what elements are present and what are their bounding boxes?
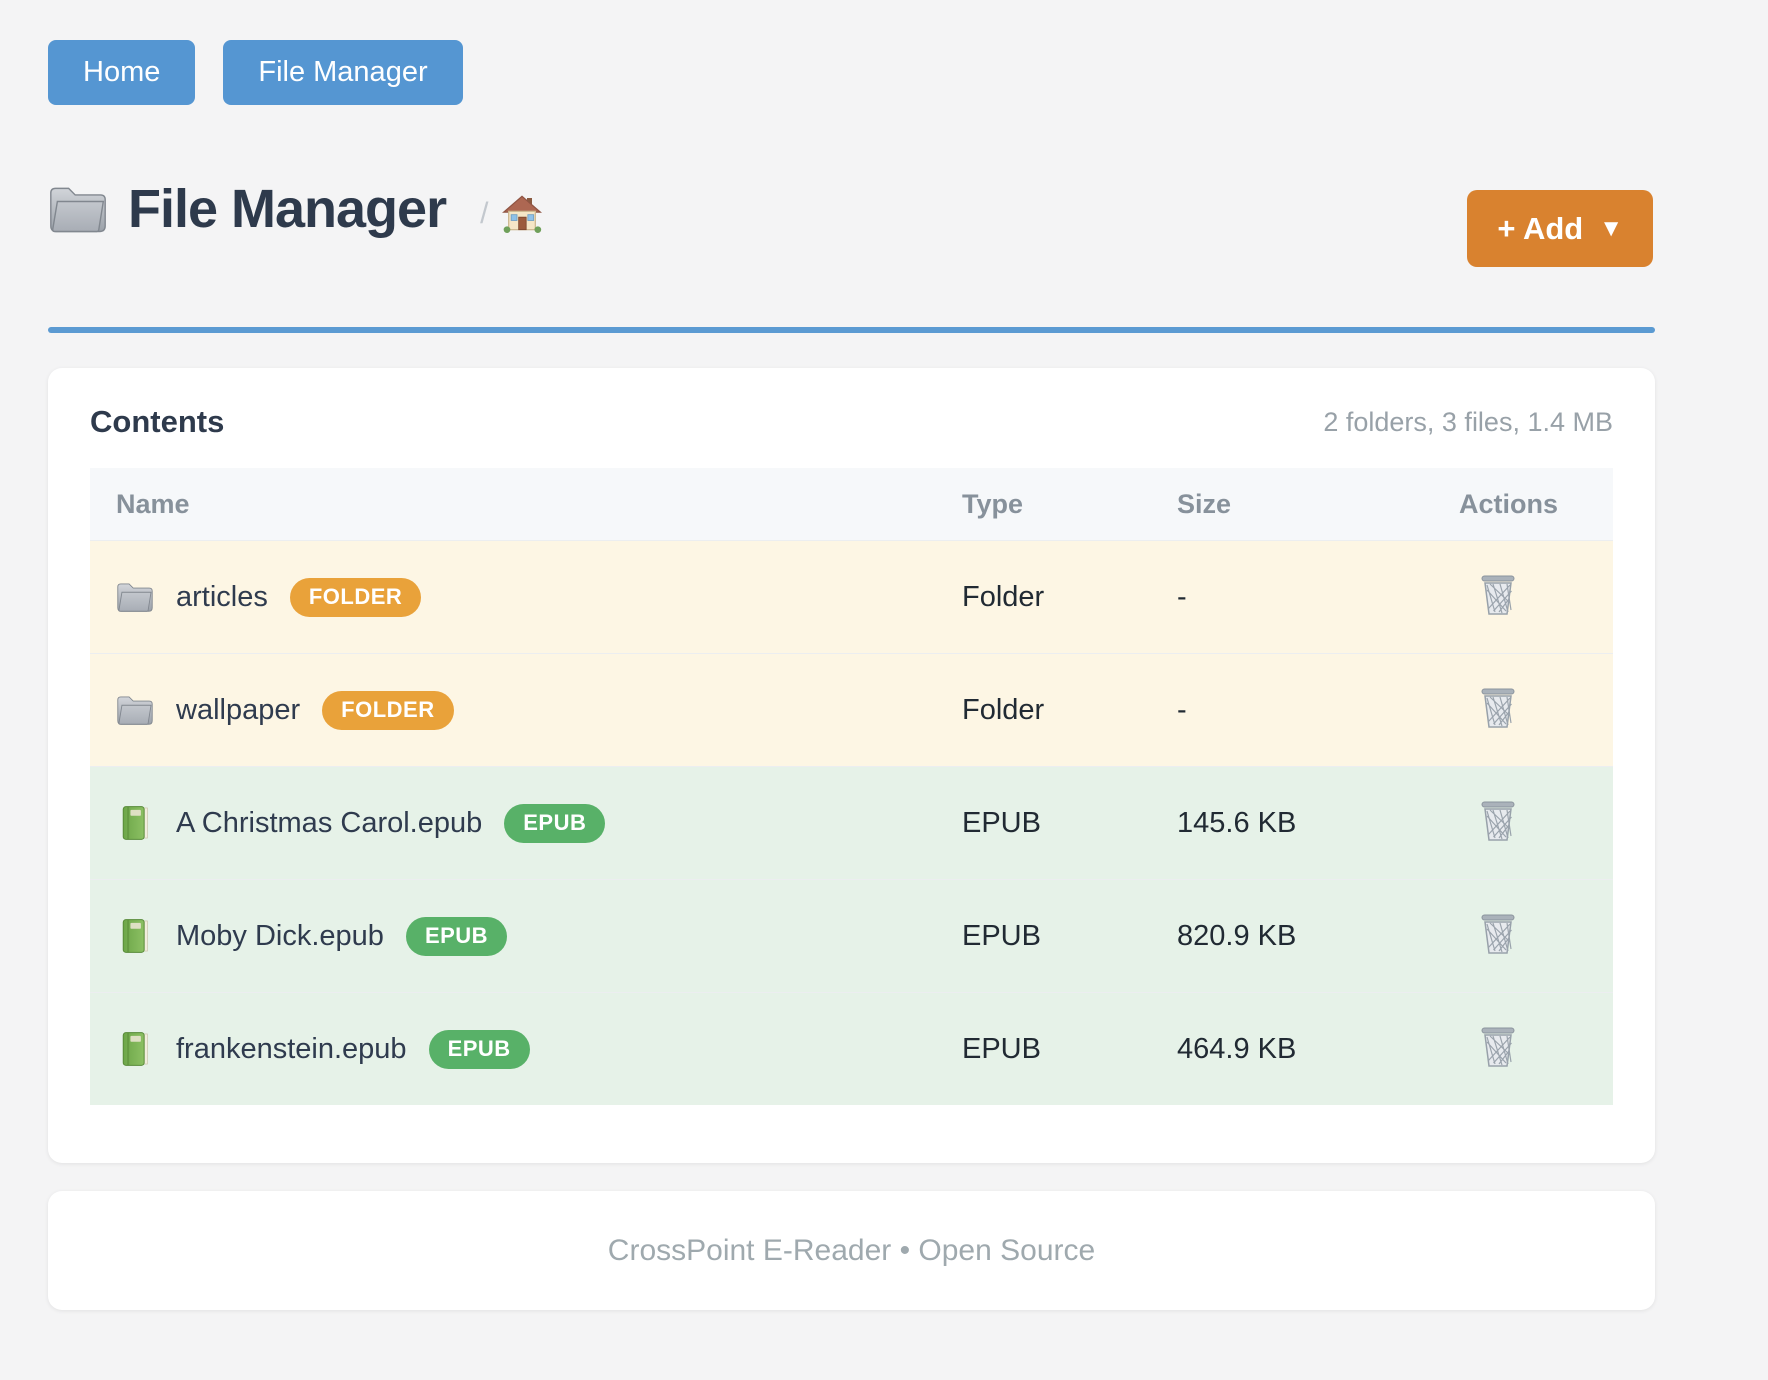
folder-badge: FOLDER <box>322 690 454 730</box>
contents-card-header: Contents 2 folders, 3 files, 1.4 MB <box>48 368 1655 468</box>
nav-file-manager-button[interactable]: File Manager <box>223 40 463 105</box>
house-icon[interactable] <box>502 193 543 233</box>
table-row-moby-dick[interactable]: Moby Dick.epub EPUB EPUB 820.9 KB <box>90 879 1613 992</box>
trash-icon <box>1481 801 1515 841</box>
size-cell: - <box>1177 693 1187 726</box>
table-row-christmas-carol[interactable]: A Christmas Carol.epub EPUB EPUB 145.6 K… <box>90 766 1613 879</box>
delete-button[interactable] <box>1475 796 1521 846</box>
delete-button[interactable] <box>1475 1022 1521 1072</box>
column-header-type: Type <box>962 488 1024 519</box>
actions-cell <box>1459 683 1613 737</box>
type-cell: EPUB <box>962 919 1041 952</box>
epub-badge: EPUB <box>428 1029 530 1069</box>
size-cell: 145.6 KB <box>1177 806 1297 839</box>
type-cell: Folder <box>962 580 1045 613</box>
breadcrumb-separator: / <box>480 197 489 230</box>
book-icon <box>122 919 148 953</box>
delete-button[interactable] <box>1475 909 1521 959</box>
actions-cell <box>1459 796 1613 850</box>
epub-badge: EPUB <box>405 916 508 956</box>
contents-summary: 2 folders, 3 files, 1.4 MB <box>1323 406 1613 437</box>
name-cell: A Christmas Carol.epub EPUB <box>90 803 962 843</box>
name-cell: Moby Dick.epub EPUB <box>90 916 962 956</box>
size-cell: 464.9 KB <box>1177 1032 1297 1065</box>
type-cell: EPUB <box>962 1032 1041 1065</box>
delete-button[interactable] <box>1475 683 1521 733</box>
folder-icon <box>117 696 153 725</box>
epub-badge: EPUB <box>504 803 606 843</box>
add-button[interactable]: + Add ▼ <box>1467 190 1653 267</box>
title-underline <box>48 327 1655 333</box>
actions-cell <box>1459 1022 1613 1076</box>
contents-card: Contents 2 folders, 3 files, 1.4 MB Name… <box>48 368 1655 1163</box>
trash-icon <box>1481 575 1515 615</box>
actions-cell <box>1459 570 1613 624</box>
page-header: File Manager / <box>48 178 543 240</box>
folder-badge: FOLDER <box>289 577 422 617</box>
file-name[interactable]: frankenstein.epub <box>176 1032 407 1065</box>
table-row-frankenstein[interactable]: frankenstein.epub EPUB EPUB 464.9 KB <box>90 992 1613 1105</box>
panel-title: Contents <box>90 404 225 439</box>
book-icon <box>122 1032 148 1066</box>
footer-text: CrossPoint E-Reader • Open Source <box>607 1233 1096 1267</box>
name-cell: articles FOLDER <box>90 577 962 617</box>
size-cell: 820.9 KB <box>1177 919 1297 952</box>
type-cell: Folder <box>962 693 1045 726</box>
folder-icon <box>117 583 153 612</box>
name-cell: frankenstein.epub EPUB <box>90 1029 962 1069</box>
book-icon <box>122 806 148 840</box>
type-cell: EPUB <box>962 806 1041 839</box>
name-cell: wallpaper FOLDER <box>90 690 962 730</box>
column-header-name: Name <box>116 488 190 519</box>
actions-cell <box>1459 909 1613 963</box>
nav-home-button[interactable]: Home <box>48 40 196 105</box>
folder-icon <box>50 187 106 233</box>
trash-icon <box>1481 688 1515 728</box>
chevron-down-icon: ▼ <box>1599 214 1623 242</box>
page-title: File Manager <box>128 179 447 239</box>
table-row-wallpaper[interactable]: wallpaper FOLDER Folder - <box>90 653 1613 766</box>
column-header-actions: Actions <box>1459 488 1559 519</box>
file-name[interactable]: Moby Dick.epub <box>176 919 384 952</box>
column-header-size: Size <box>1177 488 1232 519</box>
footer-card: CrossPoint E-Reader • Open Source <box>48 1191 1655 1310</box>
file-name[interactable]: A Christmas Carol.epub <box>176 806 483 839</box>
file-name[interactable]: wallpaper <box>176 693 301 726</box>
trash-icon <box>1481 914 1515 954</box>
add-button-label: + Add <box>1497 210 1584 246</box>
table-header-row: Name Type Size Actions <box>90 468 1613 540</box>
top-nav: Home File Manager <box>48 40 463 105</box>
file-name[interactable]: articles <box>176 580 268 613</box>
files-table: Name Type Size Actions articles FOLDER F… <box>90 468 1613 1105</box>
size-cell: - <box>1177 580 1187 613</box>
trash-icon <box>1481 1027 1515 1067</box>
delete-button[interactable] <box>1475 570 1521 620</box>
table-row-articles[interactable]: articles FOLDER Folder - <box>90 540 1613 653</box>
